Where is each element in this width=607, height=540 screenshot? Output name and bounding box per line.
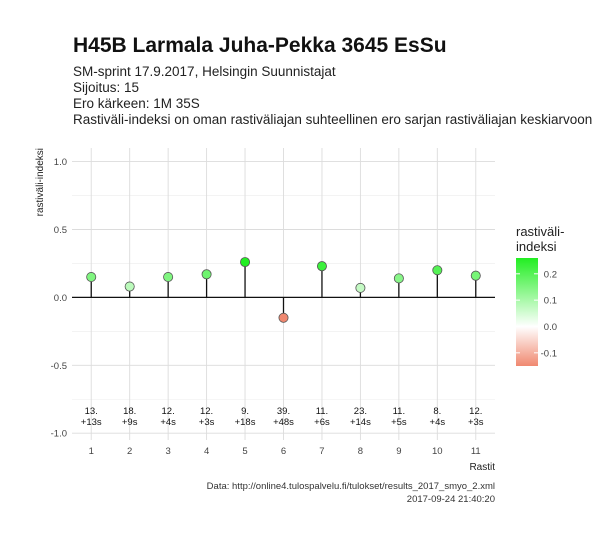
time-loss-label: +18s — [235, 417, 256, 428]
chart-title: H45B Larmala Juha-Pekka 3645 EsSu — [73, 34, 447, 57]
x-tick-label: 11 — [471, 446, 481, 457]
data-point — [278, 312, 289, 323]
x-tick-label: 6 — [281, 446, 286, 457]
time-loss-label: +4s — [430, 417, 446, 428]
time-loss-label: +48s — [273, 417, 294, 428]
x-tick-label: 7 — [319, 446, 324, 457]
rank-label: 8. — [433, 406, 441, 417]
data-point — [124, 281, 135, 292]
y-tick-label: 0.0 — [54, 293, 67, 304]
x-tick-label: 5 — [242, 446, 247, 457]
subtitle-description: Rastiväli-indeksi on oman rastiväliajan … — [73, 112, 593, 127]
data-point — [240, 257, 251, 268]
x-tick-label: 2 — [127, 446, 132, 457]
time-loss-label: +13s — [81, 417, 102, 428]
data-point — [163, 272, 174, 283]
x-tick-label: 3 — [165, 446, 170, 457]
rank-label: 12. — [162, 406, 175, 417]
rank-label: 11. — [316, 406, 329, 417]
time-loss-label: +14s — [350, 417, 371, 428]
rank-label: 13. — [85, 406, 98, 417]
y-tick-label: 1.0 — [54, 157, 67, 168]
data-point — [432, 265, 443, 276]
legend-tick-label: 0.0 — [544, 322, 557, 333]
x-tick-label: 9 — [396, 446, 401, 457]
rank-label: 12. — [469, 406, 482, 417]
subtitle-placement: Sijoitus: 15 — [73, 80, 140, 95]
time-loss-label: +6s — [314, 417, 330, 428]
rank-label: 23. — [354, 406, 367, 417]
x-tick-label: 8 — [358, 446, 363, 457]
legend-tick-label: -0.1 — [541, 348, 557, 359]
rank-label: 39. — [277, 406, 290, 417]
y-tick-label: -1.0 — [51, 429, 67, 440]
data-point — [201, 269, 212, 280]
data-point — [86, 272, 97, 283]
time-loss-label: +9s — [122, 417, 138, 428]
rank-label: 18. — [123, 406, 136, 417]
legend-title: indeksi — [516, 239, 557, 254]
rank-label: 12. — [200, 406, 213, 417]
data-point — [470, 270, 481, 281]
rank-label: 11. — [393, 406, 406, 417]
legend-color-bar — [516, 258, 538, 366]
x-tick-label: 10 — [432, 446, 443, 457]
x-tick-label: 4 — [204, 446, 209, 457]
data-point — [393, 273, 404, 284]
data-point — [316, 261, 327, 272]
legend-tick-label: 0.2 — [544, 269, 557, 280]
data-point — [355, 282, 366, 293]
subtitle-gap: Ero kärkeen: 1M 35S — [73, 96, 200, 111]
subtitle-event: SM-sprint 17.9.2017, Helsingin Suunnista… — [73, 64, 336, 79]
y-tick-label: 0.5 — [54, 225, 67, 236]
y-tick-label: -0.5 — [51, 361, 67, 372]
legend-title: rastiväli- — [516, 224, 564, 239]
time-loss-label: +3s — [199, 417, 215, 428]
time-loss-label: +3s — [468, 417, 484, 428]
x-tick-label: 1 — [89, 446, 94, 457]
timestamp-caption: 2017-09-24 21:40:20 — [406, 494, 495, 505]
rank-label: 9. — [241, 406, 249, 417]
y-axis-label: rastiväli-indeksi — [35, 148, 46, 216]
x-axis-label: Rastit — [469, 462, 495, 473]
time-loss-label: +4s — [160, 417, 176, 428]
time-loss-label: +5s — [391, 417, 407, 428]
lollipop-chart: -1.0 -0.5 0.0 0.5 1.0 1 2 3 4 5 6 7 8 9 10 11 Rastit rast… — [35, 148, 564, 473]
legend-tick-label: 0.1 — [544, 296, 557, 307]
source-caption: Data: http://online4.tulospalvelu.fi/tul… — [206, 481, 495, 492]
